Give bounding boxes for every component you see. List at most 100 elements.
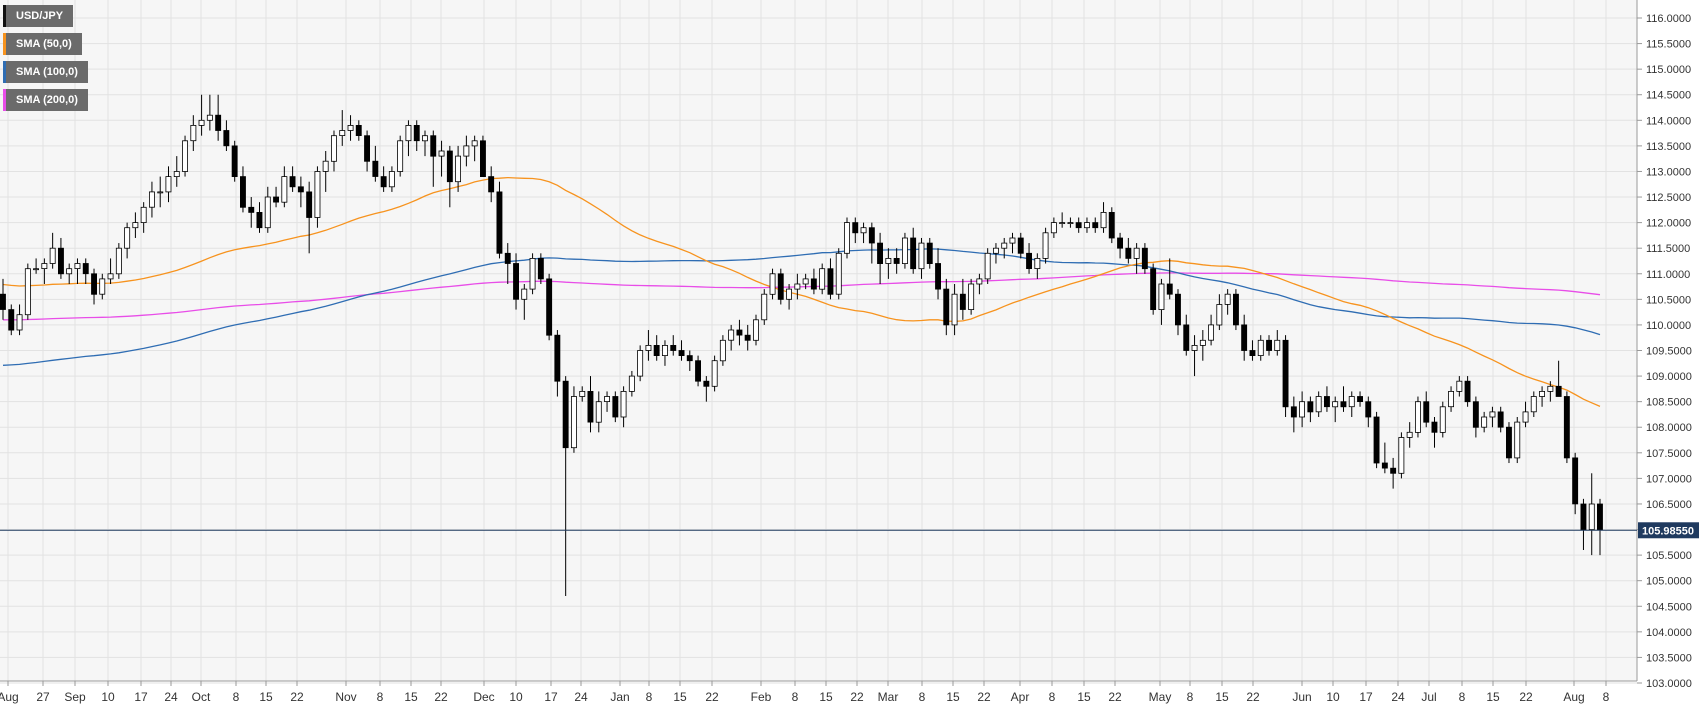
y-tick-label: 106.5000 (1646, 499, 1692, 511)
candle-down (827, 268, 834, 295)
y-tick-label: 103.0000 (1646, 678, 1692, 690)
y-tick-label: 109.5000 (1646, 346, 1692, 358)
candle-down (1290, 406, 1297, 418)
candle-down (1125, 247, 1132, 259)
candle-up (1348, 396, 1355, 408)
x-tick-label: 8 (1049, 690, 1056, 704)
candle-up (455, 155, 461, 183)
candle-up (1588, 503, 1595, 531)
candle-down (1572, 457, 1579, 505)
plot-background (0, 0, 1637, 681)
x-tick-label: 8 (377, 690, 384, 704)
x-tick-label: 24 (574, 690, 588, 704)
x-tick-label: 10 (1326, 690, 1340, 704)
candle-up (148, 191, 155, 208)
candle-up (132, 222, 139, 229)
candle-up (347, 125, 354, 131)
candle-down (1381, 462, 1388, 469)
sma-100-line (2, 248, 1601, 366)
x-tick-label: 10 (101, 690, 115, 704)
candle-down (537, 257, 544, 280)
x-tick-label: Jan (610, 690, 629, 704)
candle-down (1497, 411, 1504, 428)
candle-up (521, 288, 528, 300)
y-tick-label: 109.0000 (1646, 371, 1692, 383)
candle-down (58, 247, 64, 275)
candle-up (33, 268, 39, 271)
candle-up (1001, 242, 1008, 249)
legend-item-sma-100[interactable]: SMA (100,0) (3, 61, 88, 83)
candle-up (753, 319, 759, 341)
x-axis-panel (0, 681, 1637, 712)
candle-down (1249, 350, 1256, 356)
legend-swatch-icon (3, 5, 6, 27)
candle-down (215, 114, 222, 131)
y-tick-label: 110.0000 (1646, 320, 1691, 332)
candle-down (695, 360, 701, 382)
candle-down (380, 176, 387, 188)
candle-up (74, 263, 81, 269)
candle-up (190, 125, 197, 142)
y-tick-label: 113.5000 (1646, 141, 1691, 153)
x-tick-label: 22 (1519, 690, 1533, 704)
x-tick-label: 15 (673, 690, 687, 704)
legend-item-usdjpy[interactable]: USD/JPY (3, 5, 74, 27)
legend-swatch-icon (3, 61, 6, 83)
candle-up (1398, 437, 1405, 474)
candle-down (1092, 222, 1099, 229)
candle-down (306, 191, 313, 218)
candle-down (587, 390, 594, 423)
candle-down (248, 206, 255, 213)
candle-down (1307, 401, 1314, 413)
candle-up (1050, 222, 1057, 234)
x-tick-label: Aug (1563, 690, 1584, 704)
x-tick-label: 22 (850, 690, 864, 704)
candle-down (703, 380, 710, 387)
candle-up (397, 140, 404, 172)
y-tick-label: 115.0000 (1646, 64, 1691, 76)
candle-up (529, 257, 536, 290)
candle-up (1332, 401, 1339, 408)
candle-down (736, 329, 743, 336)
candle-up (198, 119, 205, 126)
candle-down (479, 140, 486, 178)
candle-down (893, 257, 900, 264)
candle-up (1415, 401, 1421, 433)
candle-down (959, 293, 966, 310)
candle-down (273, 196, 279, 203)
y-tick-label: 103.5000 (1646, 652, 1692, 664)
candle-up (885, 257, 892, 264)
sma-50-line (2, 176, 1601, 407)
x-tick-label: 8 (919, 690, 926, 704)
candle-up (339, 130, 346, 136)
legend-item-sma-200[interactable]: SMA (200,0) (3, 89, 88, 111)
candle-up (1042, 232, 1049, 259)
candle-down (1117, 237, 1123, 249)
candle-down (1597, 503, 1603, 531)
legend-item-sma-50[interactable]: SMA (50,0) (3, 33, 82, 55)
candle-down (612, 396, 619, 418)
candle-up (728, 329, 735, 341)
legend-label: SMA (200,0) (16, 94, 78, 106)
candle-up (388, 171, 395, 188)
candle-up (1084, 222, 1090, 229)
candle-down (1141, 247, 1148, 270)
candle-up (1547, 385, 1554, 392)
x-tick-label: 15 (1486, 690, 1500, 704)
legend: USD/JPY SMA (50,0) SMA (100,0) SMA (200,… (3, 5, 88, 117)
candle-down (852, 222, 859, 234)
x-tick-label: Dec (473, 690, 494, 704)
x-tick-label: 22 (290, 690, 304, 704)
y-tick-label: 114.0000 (1646, 115, 1691, 127)
candle-down (1373, 416, 1380, 464)
x-tick-label: 17 (134, 690, 148, 704)
x-tick-label: May (1149, 690, 1172, 704)
y-axis-panel (1637, 0, 1707, 712)
candle-up (421, 135, 428, 142)
candle-up (1406, 431, 1413, 438)
candle-down (926, 242, 933, 265)
candle-up (1059, 222, 1066, 225)
candle-up (719, 339, 726, 362)
y-tick-label: 116.0000 (1646, 13, 1691, 25)
candle-down (1563, 396, 1570, 459)
